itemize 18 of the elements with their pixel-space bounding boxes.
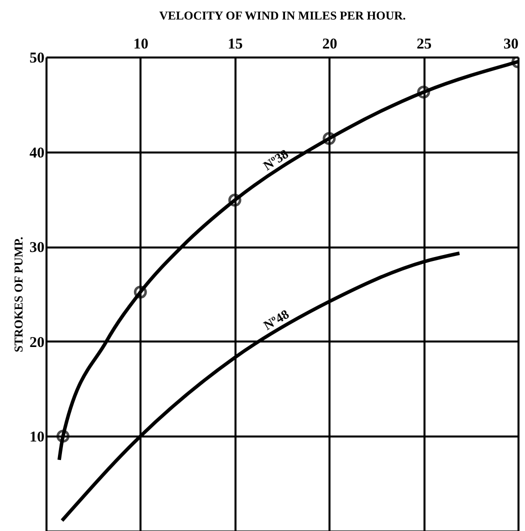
x-tick-label: 15 xyxy=(228,36,243,52)
y-tick-label: 20 xyxy=(30,334,44,351)
y-tick-label: 30 xyxy=(30,240,44,256)
x-tick-label: 10 xyxy=(133,36,148,52)
y-tick-label: 10 xyxy=(30,430,44,446)
point xyxy=(228,194,242,207)
point xyxy=(56,430,70,443)
point xyxy=(322,132,336,146)
point xyxy=(417,86,430,99)
x-tick-label: 20 xyxy=(322,36,338,52)
y-tick-label: 40 xyxy=(30,145,44,162)
y-tick-label: 50 xyxy=(30,50,44,66)
text: Nº48 xyxy=(260,306,292,333)
x-tick-label: 25 xyxy=(416,36,432,52)
x-tick-label: 30 xyxy=(504,36,518,52)
point xyxy=(134,286,147,299)
x-axis-title: VELOCITY OF WIND IN MILES PER HOUR. xyxy=(159,8,406,22)
y-axis-title: STROKES OF PUMP. xyxy=(12,236,26,352)
